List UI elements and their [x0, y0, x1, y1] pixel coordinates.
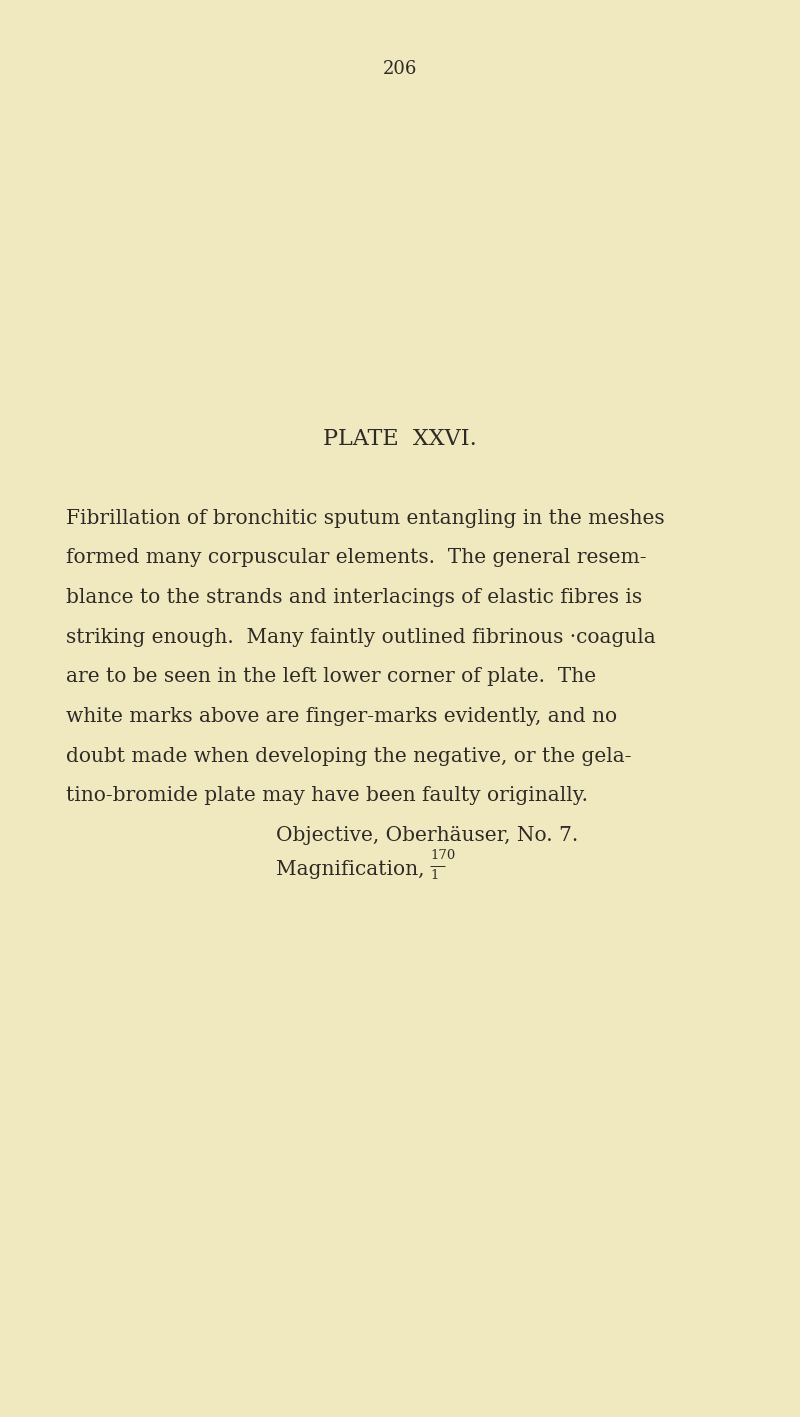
Text: 1: 1: [430, 869, 438, 881]
Text: Fibrillation of bronchitic sputum entangling in the meshes: Fibrillation of bronchitic sputum entang…: [66, 509, 664, 527]
Text: tino-bromide plate may have been faulty originally.: tino-bromide plate may have been faulty …: [66, 786, 587, 805]
Text: Magnification,: Magnification,: [276, 860, 431, 879]
Text: PLATE  XXVI.: PLATE XXVI.: [323, 428, 477, 451]
Text: blance to the strands and interlacings of elastic fibres is: blance to the strands and interlacings o…: [66, 588, 642, 606]
Text: white marks above are finger-marks evidently, and no: white marks above are finger-marks evide…: [66, 707, 617, 726]
Text: are to be seen in the left lower corner of plate.  The: are to be seen in the left lower corner …: [66, 667, 596, 686]
Text: striking enough.  Many faintly outlined fibrinous ·coagula: striking enough. Many faintly outlined f…: [66, 628, 655, 646]
Text: formed many corpuscular elements.  The general resem-: formed many corpuscular elements. The ge…: [66, 548, 646, 567]
Text: 206: 206: [383, 60, 417, 78]
Text: 170: 170: [430, 849, 456, 862]
Text: Objective, Oberhäuser, No. 7.: Objective, Oberhäuser, No. 7.: [276, 826, 578, 845]
Text: doubt made when developing the negative, or the gela-: doubt made when developing the negative,…: [66, 747, 631, 765]
